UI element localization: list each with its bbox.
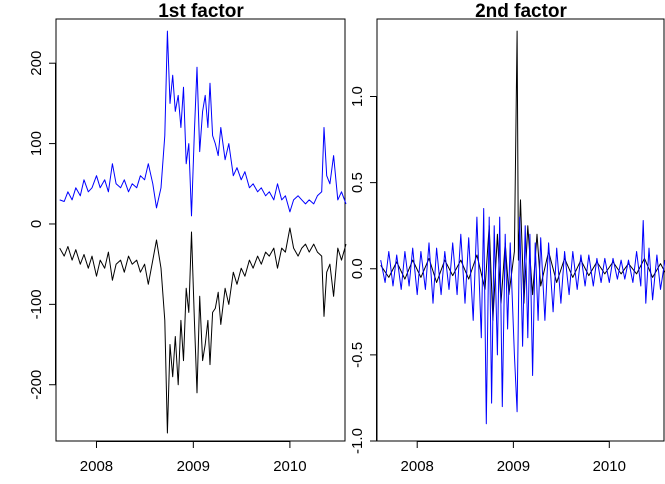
series-line-1	[59, 30, 347, 217]
plot-frame	[55, 18, 346, 442]
y-tick-label-100: -100	[28, 289, 45, 319]
x-tick-label-2009: 2009	[497, 458, 530, 475]
x-tick-label-2009: 2009	[177, 458, 210, 475]
y-tick-label-200: 200	[28, 51, 45, 76]
y-tick-label-200: -200	[28, 370, 45, 400]
plot-frame	[376, 18, 665, 442]
y-tick-label-1-0: 1.0	[349, 86, 366, 107]
x-tick-label-2008: 2008	[80, 458, 113, 475]
y-tick-label-100: 100	[28, 131, 45, 156]
chart-title: 2nd factor	[475, 1, 567, 22]
series-line-1	[380, 30, 665, 321]
series-line-2	[59, 227, 347, 434]
panel-1st-factor: 1st factor 2008 2009 2010 -200 -100 0 100 200	[28, 1, 347, 475]
y-tick-label-0-5: -0.5	[349, 342, 366, 368]
x-tick-label-2008: 2008	[401, 458, 434, 475]
y-tick-label-0-0: 0.0	[349, 258, 366, 279]
y-tick-label-0-5: 0.5	[349, 172, 366, 193]
chart-title: 1st factor	[158, 1, 244, 22]
x-tick-label-2010: 2010	[593, 458, 626, 475]
panel-2nd-factor: 2nd factor 2008 2009 2010 -1.0 -0.5 0.0 0.5 1.0	[349, 1, 665, 475]
series-line-2	[380, 208, 665, 425]
x-tick-label-2010: 2010	[273, 458, 306, 475]
y-tick-label-1-0: -1.0	[349, 428, 366, 454]
y-tick-label-0: 0	[28, 220, 45, 228]
